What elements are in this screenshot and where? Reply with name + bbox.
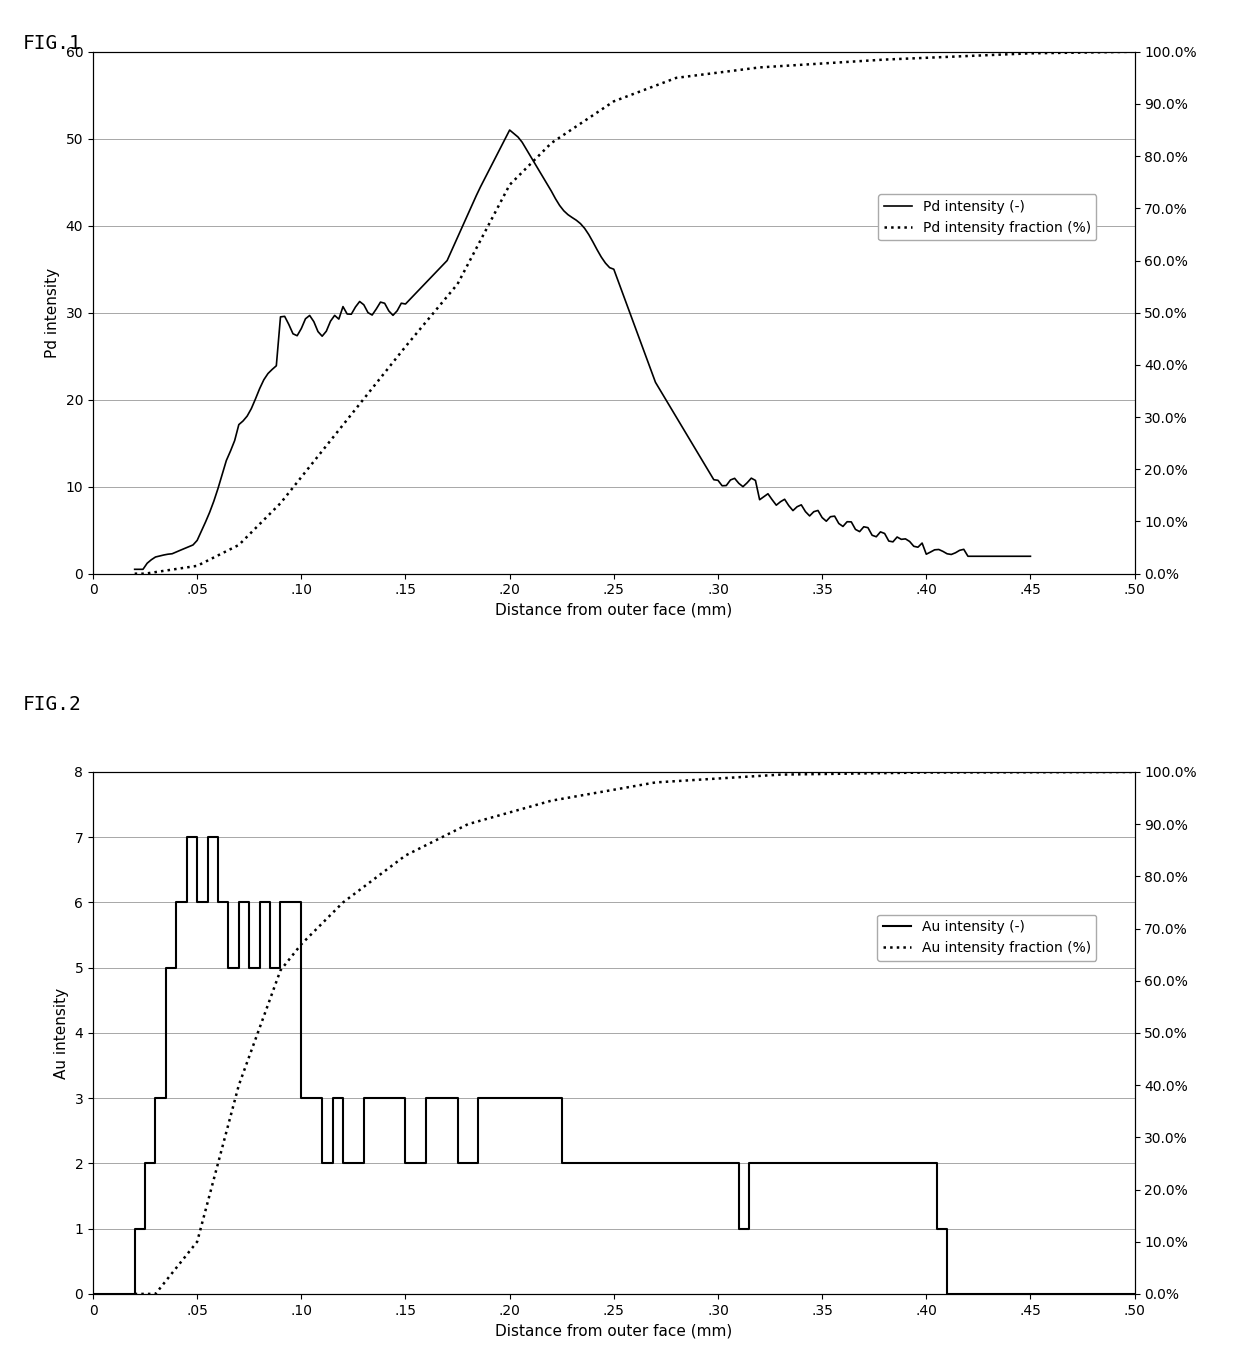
Line: Pd intensity (-): Pd intensity (-) [135, 129, 1030, 569]
Pd intensity (-) [352, 293, 367, 309]
Pd intensity fraction (%) [388, 351, 403, 368]
Pd intensity fraction (%) [898, 50, 913, 67]
Y-axis label: Au intensity: Au intensity [53, 987, 69, 1079]
Au intensity fraction (%) [388, 855, 403, 872]
Pd intensity fraction (%) [200, 553, 215, 569]
Line: Au intensity fraction (%): Au intensity fraction (%) [135, 772, 1135, 1294]
Line: Au intensity (-): Au intensity (-) [93, 838, 1135, 1294]
Au intensity (-) [263, 895, 278, 911]
Au intensity fraction (%) [128, 1286, 143, 1302]
Pd intensity (-) [1023, 548, 1038, 564]
Legend: Au intensity (-), Au intensity fraction (%): Au intensity (-), Au intensity fraction … [877, 915, 1096, 960]
Y-axis label: Pd intensity: Pd intensity [45, 268, 60, 358]
X-axis label: Distance from outer face (mm): Distance from outer face (mm) [495, 603, 733, 618]
Pd intensity (-) [818, 513, 833, 530]
Pd intensity (-) [502, 121, 517, 138]
Pd intensity (-) [327, 308, 342, 324]
Pd intensity fraction (%) [1127, 44, 1142, 60]
Legend: Pd intensity (-), Pd intensity fraction (%): Pd intensity (-), Pd intensity fraction … [878, 195, 1096, 241]
Text: FIG.2: FIG.2 [22, 695, 81, 714]
Au intensity (-) [294, 1090, 309, 1106]
Au intensity (-) [86, 1286, 100, 1302]
Text: FIG.1: FIG.1 [22, 34, 81, 53]
Au intensity (-) [1127, 1286, 1142, 1302]
X-axis label: Distance from outer face (mm): Distance from outer face (mm) [495, 1323, 733, 1339]
Au intensity (-) [325, 1090, 340, 1106]
Au intensity fraction (%) [701, 771, 715, 787]
Au intensity (-) [398, 1155, 413, 1171]
Au intensity (-) [180, 829, 195, 846]
Au intensity fraction (%) [627, 778, 642, 794]
Pd intensity (-) [889, 528, 904, 545]
Pd intensity fraction (%) [159, 563, 174, 579]
Au intensity fraction (%) [159, 1272, 174, 1288]
Pd intensity (-) [649, 375, 663, 391]
Au intensity fraction (%) [1127, 764, 1142, 780]
Pd intensity fraction (%) [701, 65, 715, 82]
Pd intensity fraction (%) [627, 86, 642, 102]
Pd intensity (-) [128, 561, 143, 577]
Pd intensity fraction (%) [128, 565, 143, 582]
Pd intensity (-) [640, 351, 655, 368]
Au intensity (-) [398, 1090, 413, 1106]
Au intensity fraction (%) [200, 1194, 215, 1211]
Line: Pd intensity fraction (%): Pd intensity fraction (%) [135, 52, 1135, 573]
Au intensity fraction (%) [898, 764, 913, 780]
Au intensity (-) [159, 960, 174, 977]
